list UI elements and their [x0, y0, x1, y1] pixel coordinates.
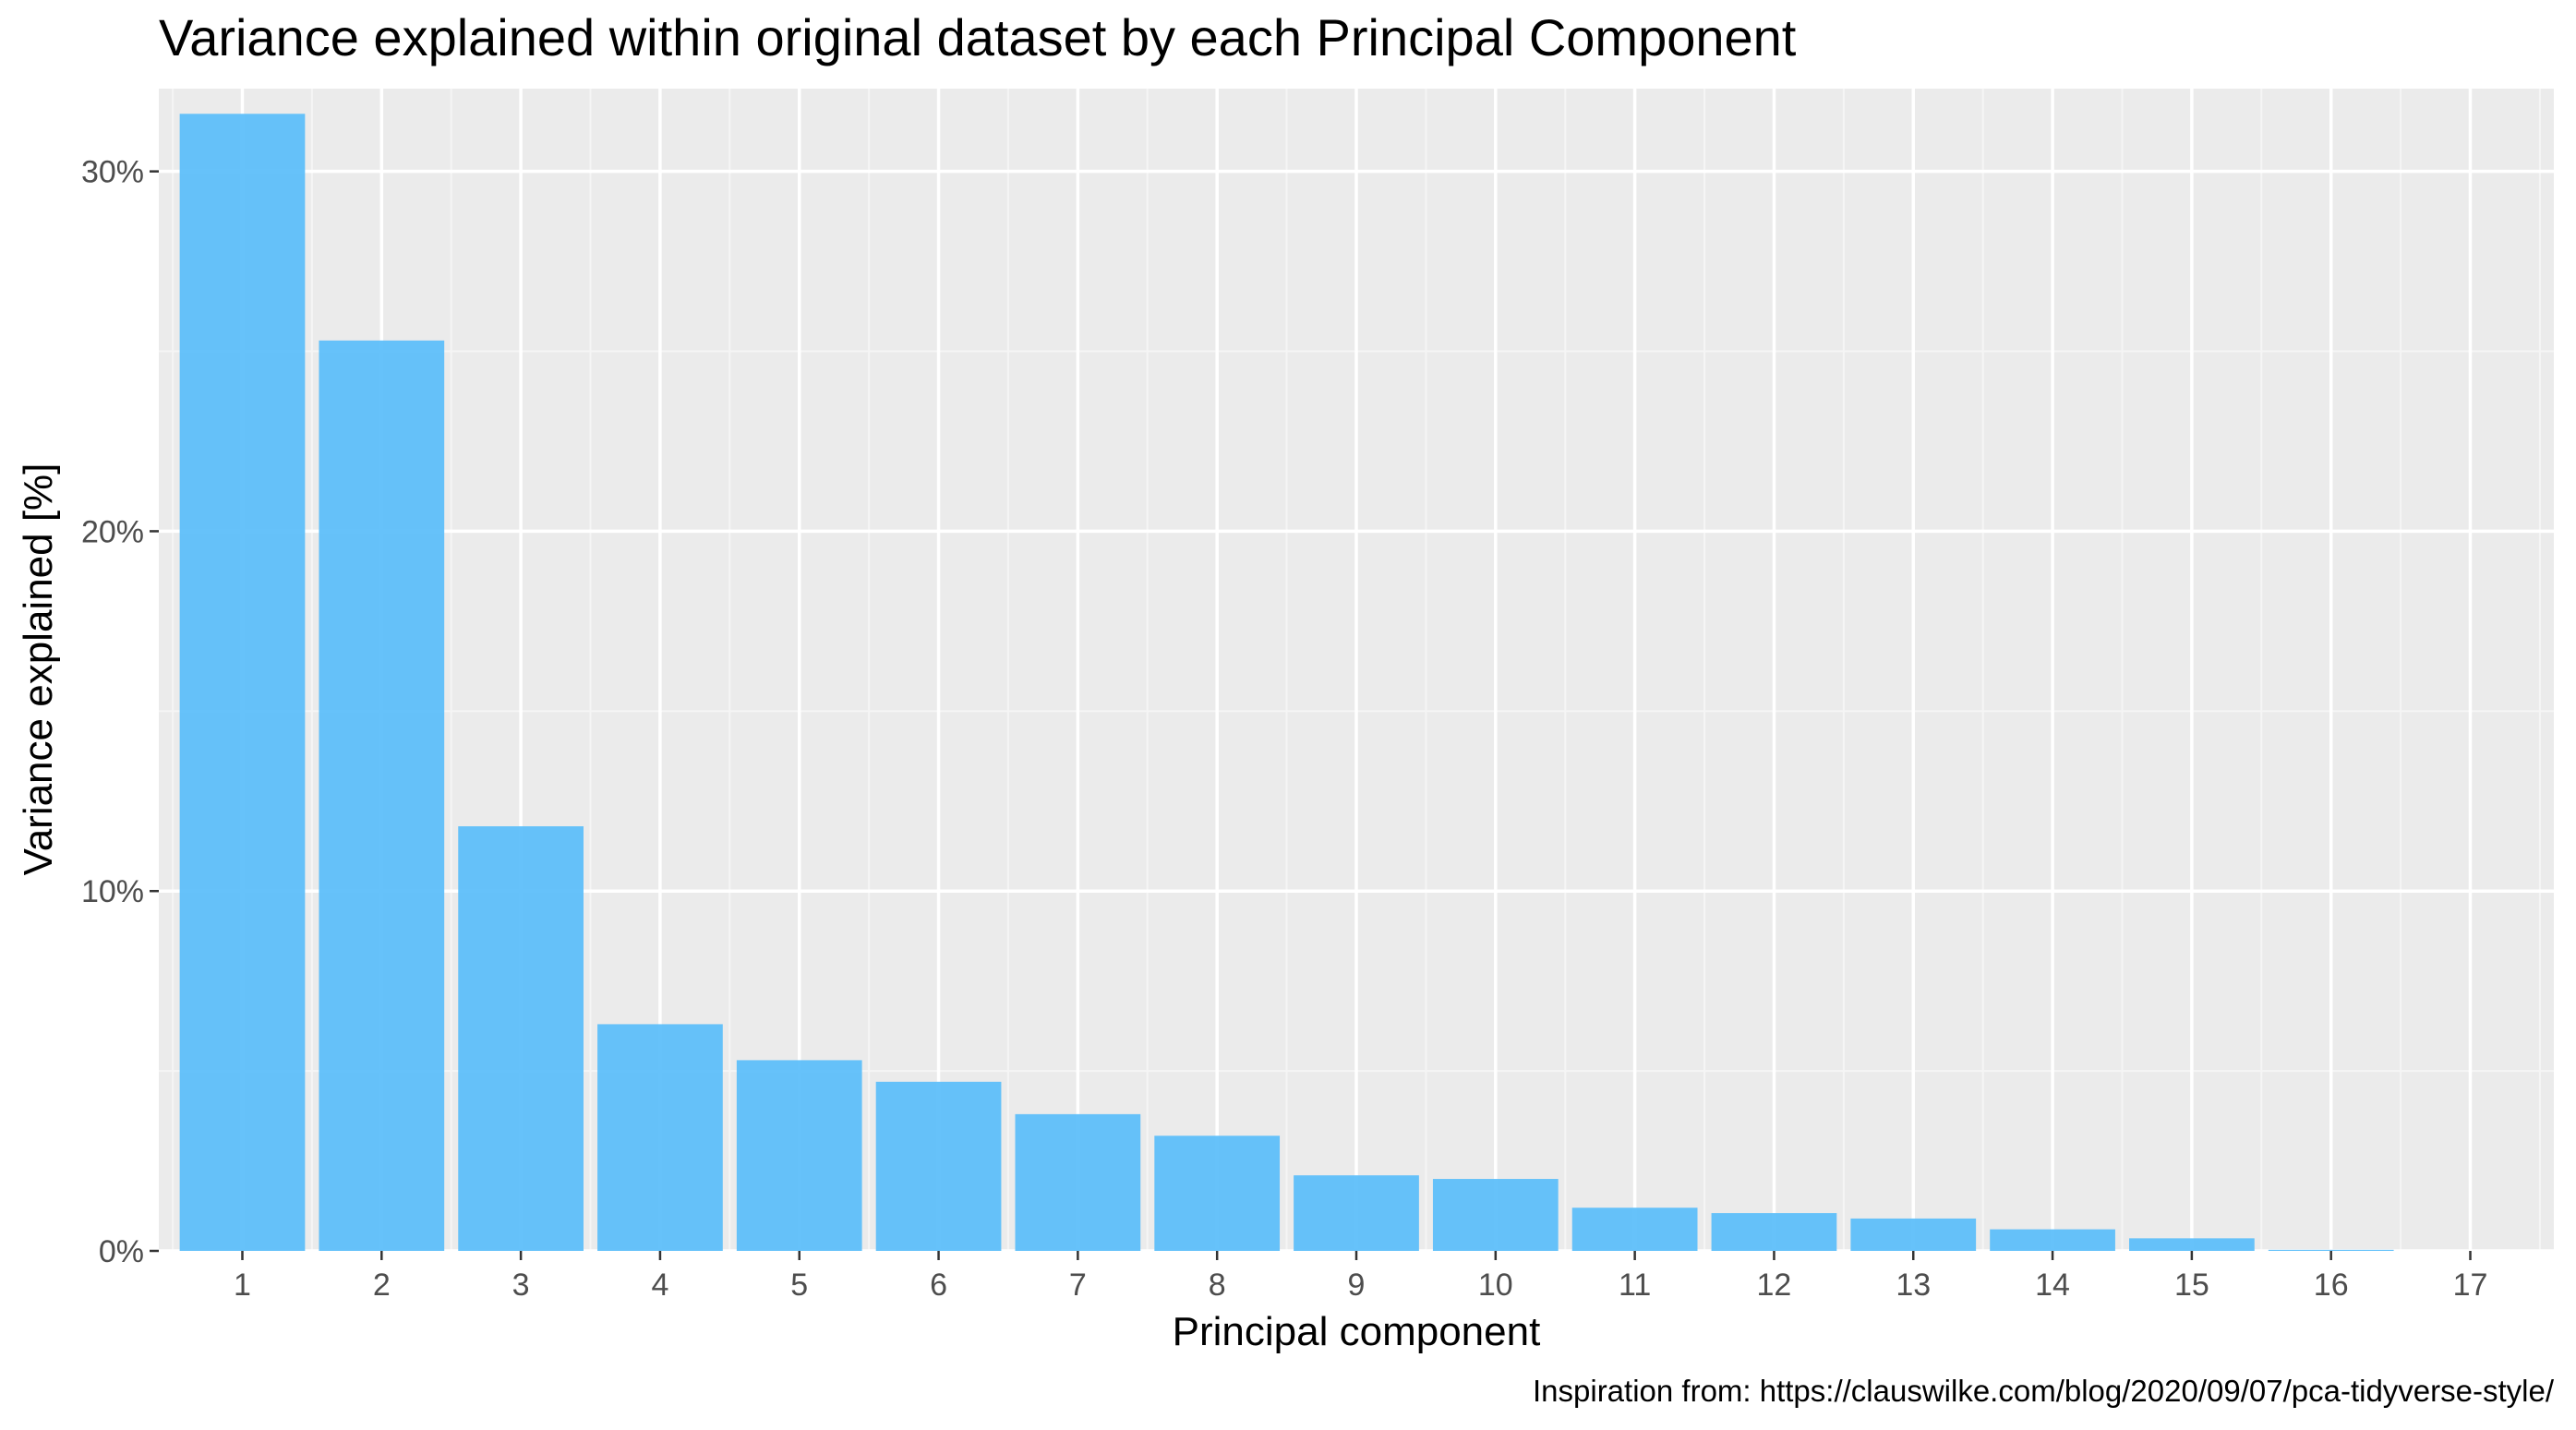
bar-pc-6	[875, 1081, 1002, 1251]
bar-pc-5	[736, 1060, 862, 1251]
x-tick-label: 15	[2174, 1268, 2209, 1303]
bar-pc-13	[1850, 1218, 1977, 1251]
bar-pc-4	[597, 1024, 723, 1251]
bars	[179, 114, 2394, 1252]
x-tick-label: 6	[930, 1268, 947, 1303]
x-tick-label: 1	[234, 1268, 251, 1303]
x-tick-label: 12	[1757, 1268, 1792, 1303]
bar-pc-8	[1154, 1136, 1281, 1251]
caption: Inspiration from: https://clauswilke.com…	[1533, 1374, 2555, 1408]
chart-title: Variance explained within original datas…	[159, 8, 1797, 66]
y-tick-label: 0%	[99, 1234, 144, 1269]
x-tick-label: 14	[2035, 1268, 2070, 1303]
bar-pc-7	[1015, 1113, 1141, 1251]
bar-pc-16	[2268, 1249, 2394, 1251]
x-tick-label: 3	[512, 1268, 530, 1303]
y-tick-label: 30%	[81, 155, 144, 190]
bar-pc-1	[179, 114, 306, 1252]
bar-pc-12	[1711, 1213, 1837, 1251]
bar-pc-14	[1990, 1229, 2115, 1251]
bar-pc-11	[1571, 1208, 1698, 1251]
y-tick-label: 20%	[81, 514, 144, 549]
x-tick-label: 7	[1069, 1268, 1087, 1303]
y-axis: 0% 10% 20% 30%	[81, 155, 159, 1269]
bar-pc-15	[2129, 1238, 2255, 1251]
x-tick-label: 16	[2314, 1268, 2349, 1303]
x-tick-label: 13	[1896, 1268, 1931, 1303]
bar-pc-9	[1294, 1175, 1419, 1251]
y-tick-label: 10%	[81, 874, 144, 909]
x-tick-label: 4	[651, 1268, 668, 1303]
minor-gridlines	[159, 89, 2554, 1251]
x-tick-label: 2	[373, 1268, 391, 1303]
bar-pc-2	[319, 340, 445, 1252]
x-tick-label: 8	[1209, 1268, 1226, 1303]
bar-pc-10	[1432, 1179, 1559, 1251]
x-tick-label: 5	[790, 1268, 808, 1303]
x-tick-label: 10	[1478, 1268, 1513, 1303]
x-axis-label: Principal component	[1173, 1309, 1541, 1354]
bar-pc-3	[458, 826, 584, 1251]
x-tick-label: 9	[1348, 1268, 1366, 1303]
y-axis-label: Variance explained [%]	[16, 463, 61, 876]
x-axis: 1 2 3 4 5 6 7 8 9 10 11 12 13 14 15 16 17	[234, 1251, 2487, 1303]
x-tick-label: 17	[2453, 1268, 2488, 1303]
x-tick-label: 11	[1619, 1268, 1651, 1303]
